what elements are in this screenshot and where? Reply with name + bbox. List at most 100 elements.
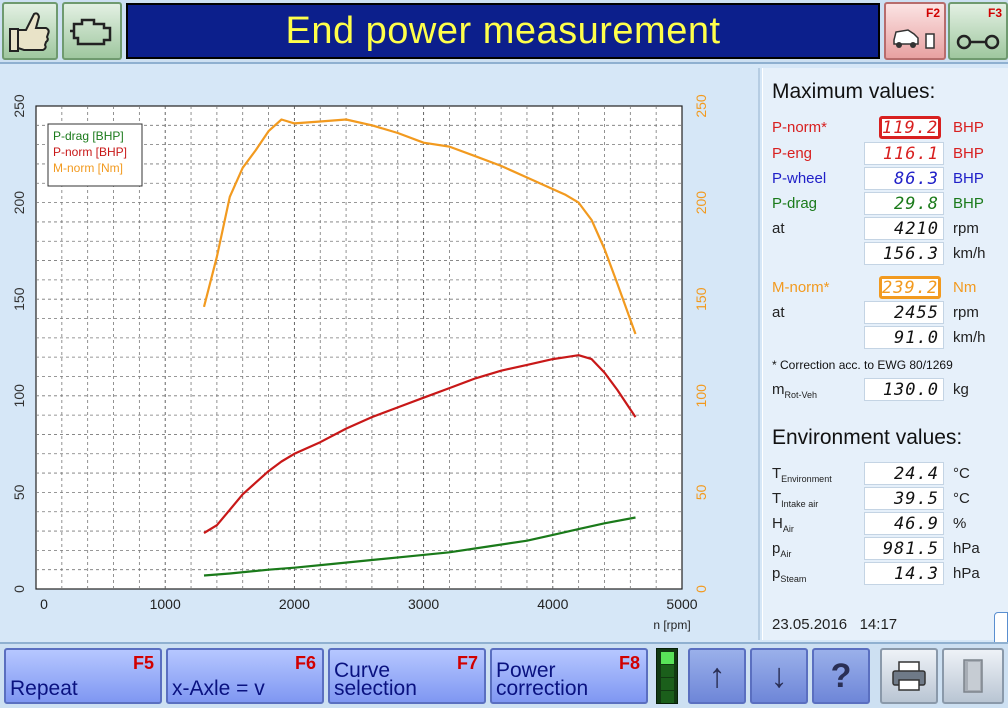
f5-key-label: F5 — [132, 653, 154, 673]
p-air-unit: hPa — [953, 540, 980, 557]
m-norm-value: 239.2 — [879, 276, 941, 299]
engine-button[interactable] — [62, 2, 122, 60]
row-m-at-rpm: at 2455 rpm — [763, 301, 1008, 325]
timestamp-date: 23.05.2016 — [772, 616, 848, 633]
p-steam-unit: hPa — [953, 565, 980, 582]
t-env-unit: °C — [953, 465, 970, 482]
status-lamp-3 — [661, 678, 674, 690]
p-eng-value: 116.1 — [864, 142, 944, 165]
p-norm-value: 119.2 — [879, 116, 941, 139]
car-on-ramp-icon — [893, 29, 935, 49]
x-tick-label: 5000 — [666, 596, 697, 612]
door-icon — [963, 659, 983, 693]
legend-entry: P-norm [BHP] — [53, 145, 127, 159]
x-axis-label: n [rpm] — [653, 618, 690, 632]
page-title-bar: End power measurement — [126, 3, 880, 59]
x-axle-button-label: x-Axle = v — [172, 677, 265, 700]
f2-key-label: F2 — [925, 6, 940, 20]
plot-area — [35, 105, 683, 590]
y-tick-label-right: 200 — [693, 191, 709, 215]
row-p-wheel: P-wheel 86.3 BHP — [763, 167, 1008, 191]
row-p-steam: pSteam 14.3 hPa — [763, 562, 1008, 586]
row-h-air: HAir 46.9 % — [763, 512, 1008, 536]
scroll-down-button[interactable]: ↓ — [750, 648, 808, 704]
p-eng-unit: BHP — [953, 145, 984, 162]
y-tick-label-right: 150 — [693, 287, 709, 311]
row-p-drag: P-drag 29.8 BHP — [763, 192, 1008, 216]
m-at-speed-unit: km/h — [953, 329, 986, 346]
m-at-speed-value: 91.0 — [864, 326, 944, 349]
at-speed-value: 156.3 — [864, 242, 944, 265]
question-icon: ? — [830, 656, 852, 695]
repeat-button[interactable]: F5 Repeat — [4, 648, 162, 704]
f3-button[interactable]: F3 — [948, 2, 1008, 60]
env-values-title: Environment values: — [772, 426, 963, 449]
bottom-bar: F5 Repeat F6 x-Axle = v F7 Curve selecti… — [0, 642, 1008, 708]
f7-key-label: F7 — [456, 653, 478, 673]
m-norm-unit: Nm — [953, 279, 977, 296]
y-tick-label-right: 50 — [693, 484, 709, 500]
series-line-p-drag — [203, 516, 636, 577]
p-air-value: 981.5 — [864, 537, 944, 560]
m-norm-label: M-norm* — [772, 279, 830, 296]
p-steam-main: p — [772, 565, 781, 582]
help-button[interactable]: ? — [812, 648, 870, 704]
p-air-label: pAir — [772, 540, 791, 559]
timestamp: 23.05.2016 14:17 — [772, 616, 897, 633]
curve-selection-button[interactable]: F7 Curve selection — [328, 648, 486, 704]
p-drag-label: P-drag — [772, 195, 818, 212]
t-env-main: T — [772, 465, 782, 482]
max-values-title: Maximum values: — [772, 80, 936, 103]
h-air-unit: % — [953, 515, 967, 532]
status-lamp-1 — [661, 652, 674, 664]
timestamp-time: 14:17 — [859, 616, 898, 633]
series-line-m-norm — [202, 118, 637, 335]
legend-entry: P-drag [BHP] — [53, 129, 124, 143]
thumbs-up-icon — [9, 12, 50, 52]
mrot-value: 130.0 — [864, 378, 944, 401]
print-button[interactable] — [880, 648, 938, 704]
t-intake-label: TIntake air — [772, 490, 818, 509]
side-tab-handle[interactable] — [994, 612, 1008, 646]
y-tick-label-left: 200 — [11, 191, 27, 215]
roller-icon — [956, 34, 1000, 50]
legend-box — [47, 123, 143, 187]
mrot-label: mRot-Veh — [772, 381, 817, 400]
printer-icon — [892, 661, 926, 691]
x-tick-label: 4000 — [537, 596, 568, 612]
power-correction-button[interactable]: F8 Power correction — [490, 648, 648, 704]
confirm-button[interactable] — [2, 2, 58, 60]
x-tick-label: 1000 — [150, 596, 181, 612]
row-m-norm: M-norm* 239.2 Nm — [763, 276, 1008, 300]
f2-button[interactable]: F2 — [884, 2, 946, 60]
p-norm-label: P-norm* — [772, 119, 828, 136]
p-steam-value: 14.3 — [864, 562, 944, 585]
mrot-label-main: m — [772, 381, 785, 398]
h-air-sub: Air — [782, 524, 794, 534]
p-drag-value: 29.8 — [864, 192, 944, 215]
row-t-env: TEnvironment 24.4 °C — [763, 462, 1008, 486]
arrow-down-icon: ↓ — [770, 656, 788, 695]
p-norm-unit: BHP — [953, 119, 984, 136]
y-tick-label-right: 250 — [693, 94, 709, 118]
row-p-air: pAir 981.5 hPa — [763, 537, 1008, 561]
t-env-value: 24.4 — [864, 462, 944, 485]
y-tick-label-left: 50 — [11, 484, 27, 500]
engine-icon — [70, 18, 112, 46]
mrot-unit: kg — [953, 381, 969, 398]
y-tick-label-left: 0 — [11, 585, 27, 593]
at-rpm-unit: rpm — [953, 220, 979, 237]
scroll-up-button[interactable]: ↑ — [688, 648, 746, 704]
x-axle-button[interactable]: F6 x-Axle = v — [166, 648, 324, 704]
chart-panel: 0 1000 2000 3000 4000 5000 n [rpm] 0 50 100 150 200… — [0, 68, 760, 640]
status-lamp-4 — [661, 691, 674, 703]
x-tick-label: 0 — [40, 596, 48, 612]
y-tick-label-left: 100 — [11, 384, 27, 408]
p-wheel-label: P-wheel — [772, 170, 827, 187]
exit-button[interactable] — [942, 648, 1004, 704]
at-rpm-value: 4210 — [864, 217, 944, 240]
f8-key-label: F8 — [618, 653, 640, 673]
p-drag-unit: BHP — [953, 195, 984, 212]
row-p-norm: P-norm* 119.2 BHP — [763, 116, 1008, 140]
